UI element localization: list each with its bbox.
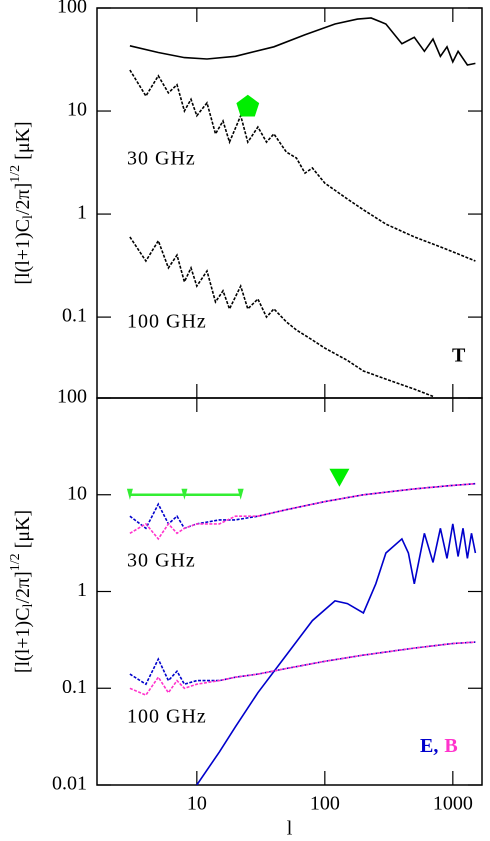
annotation: 100 GHz [127, 311, 207, 333]
y-tick-label: 100 [57, 0, 87, 18]
plot-area [129, 17, 476, 398]
series-line [129, 17, 476, 66]
legend-label: B [444, 735, 457, 757]
legend: E, B [420, 735, 458, 757]
y-axis-label-part: [μK] [12, 510, 34, 554]
y-axis-label-part: /2π] [12, 183, 34, 215]
x-tick-label: 100 [310, 793, 340, 815]
marker [236, 94, 260, 117]
annotation: 100 GHz [127, 706, 207, 728]
y-tick-label: 0.01 [52, 773, 87, 795]
series-line [129, 641, 476, 697]
plot-area [126, 482, 477, 785]
y-axis-label-part: /2π] [12, 571, 34, 603]
limit-marker [126, 488, 133, 500]
annotation: 30 GHz [127, 550, 196, 572]
y-axis-label-part: [l(l+1)C [12, 607, 34, 673]
series-line [129, 482, 476, 530]
x-tick-label: 10 [187, 793, 207, 815]
limit-marker [237, 488, 244, 500]
y-tick-label: 10 [67, 99, 87, 121]
series-line [129, 641, 476, 686]
y-tick-label: 1 [77, 579, 87, 601]
series-line [129, 69, 476, 262]
marker [329, 468, 350, 487]
y-axis-label-part: 1/2 [8, 553, 23, 571]
y-tick-label: 0.1 [62, 305, 87, 327]
y-tick-label: 0.1 [62, 676, 87, 698]
y-axis-label-part: [μK] [12, 121, 34, 165]
x-tick-label: 1000 [433, 793, 473, 815]
y-axis-label-part: l [21, 215, 36, 219]
y-axis-label-part: l [21, 603, 36, 607]
series-line [196, 523, 477, 785]
x-axis-label: l [287, 818, 293, 840]
legend-label: E, [420, 735, 438, 757]
y-axis-label: [l(l+1)Cl/2π]1/2 [μK] [8, 121, 36, 284]
series-line [129, 482, 476, 541]
limit-marker [181, 488, 188, 500]
y-axis-label: [l(l+1)Cl/2π]1/2 [μK] [8, 510, 36, 673]
y-tick-label: 100 [57, 386, 87, 408]
y-axis-label-part: 1/2 [8, 165, 23, 183]
series-line [129, 236, 434, 398]
annotation: 30 GHz [127, 148, 196, 170]
plot-frame [96, 7, 483, 399]
annotation: T [452, 345, 466, 367]
y-tick-label: 1 [77, 202, 87, 224]
panel: 100 10 1 0.1 [l(l+1)Cl/2π]1/2 [μK] 30 GHz 100 … [8, 0, 483, 399]
y-axis-label-part: [l(l+1)C [12, 219, 34, 285]
y-tick-label: 10 [67, 482, 87, 504]
